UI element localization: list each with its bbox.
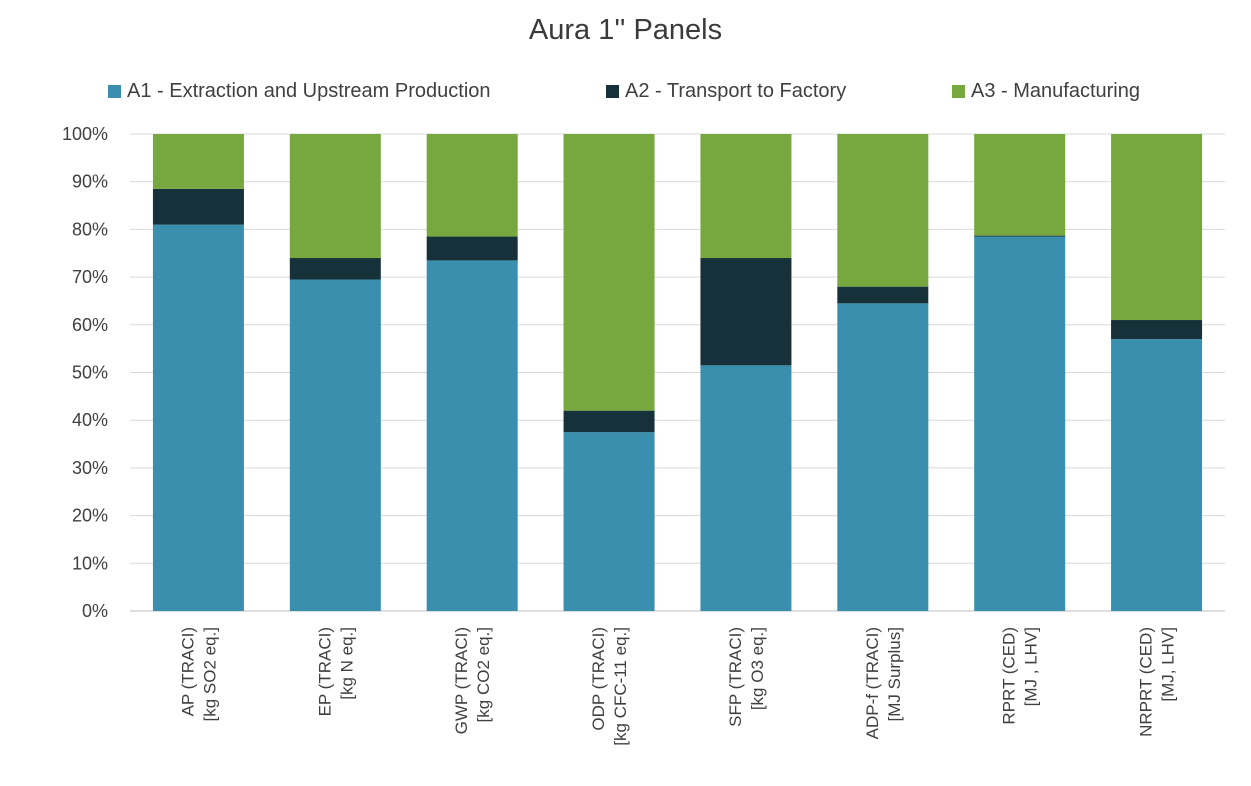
x-tick-label: NRPRT (CED) [MJ, LHV] bbox=[1137, 627, 1178, 737]
bar-segment-3-5 bbox=[700, 134, 792, 259]
y-tick-label: 10% bbox=[72, 553, 108, 573]
x-tick-label: RPRT (CED) [MJ , LHV] bbox=[1000, 627, 1041, 725]
bar-segment-1-5 bbox=[700, 365, 792, 611]
bar-segment-2-6 bbox=[837, 286, 929, 304]
x-tick-label: GWP (TRACI) [kg CO2 eq.] bbox=[452, 627, 493, 734]
bar-segment-3-6 bbox=[837, 134, 929, 287]
legend-swatch-a3 bbox=[952, 85, 965, 98]
bar-segment-2-8 bbox=[1111, 320, 1203, 340]
x-tick-label-line: RPRT (CED) bbox=[1000, 627, 1019, 725]
legend-label-a2: A2 - Transport to Factory bbox=[625, 80, 847, 102]
bars bbox=[152, 134, 1203, 611]
bar-segment-1-4 bbox=[563, 432, 655, 611]
x-tick-label-line: ADP-f (TRACI) bbox=[863, 627, 882, 739]
y-tick-label: 20% bbox=[72, 506, 108, 526]
x-tick-label-line: ODP (TRACI) bbox=[589, 627, 608, 731]
x-tick-label-line: [kg O3 eq.] bbox=[748, 627, 767, 710]
legend-label-a3: A3 - Manufacturing bbox=[971, 80, 1140, 102]
x-axis-labels: AP (TRACI) [kg SO2 eq.] EP (TRACI) [kg N eq… bbox=[178, 627, 1177, 746]
y-tick-label: 100% bbox=[62, 124, 108, 144]
legend-item-a2: A2 - Transport to Factory bbox=[606, 80, 846, 103]
y-tick-label: 50% bbox=[72, 363, 108, 383]
bar-segment-3-7 bbox=[974, 134, 1066, 236]
bar-segment-3-3 bbox=[426, 134, 518, 237]
x-tick-label-line: [MJ , LHV] bbox=[1022, 627, 1041, 706]
bar-segment-1-6 bbox=[837, 303, 929, 611]
bar-segment-2-1 bbox=[152, 188, 244, 225]
legend-label-a1: A1 - Extraction and Upstream Production bbox=[127, 80, 491, 102]
x-tick-label-line: AP (TRACI) bbox=[178, 627, 197, 716]
bar-segment-1-3 bbox=[426, 260, 518, 611]
bar-segment-3-8 bbox=[1111, 134, 1203, 321]
x-tick-label-line: EP (TRACI) bbox=[315, 627, 334, 716]
x-tick-label-line: [kg CFC-11 eq.] bbox=[611, 627, 630, 746]
bar-segment-1-7 bbox=[974, 236, 1066, 611]
bar-segment-2-5 bbox=[700, 258, 792, 366]
bar-segment-1-8 bbox=[1111, 339, 1203, 611]
y-tick-label: 70% bbox=[72, 267, 108, 287]
bar-segment-3-2 bbox=[289, 134, 381, 259]
x-tick-label: AP (TRACI) [kg SO2 eq.] bbox=[178, 627, 219, 722]
legend-item-a1: A1 - Extraction and Upstream Production bbox=[108, 80, 491, 103]
legend-swatch-a2 bbox=[606, 85, 619, 98]
x-tick-label-line: [kg SO2 eq.] bbox=[200, 627, 219, 722]
bar-segment-2-4 bbox=[563, 410, 655, 433]
y-tick-label: 80% bbox=[72, 219, 108, 239]
x-tick-label-line: SFP (TRACI) bbox=[726, 627, 745, 727]
x-tick-label-line: [kg N eq.] bbox=[337, 627, 356, 700]
legend-swatch-a1 bbox=[108, 85, 121, 98]
chart-title: Aura 1'' Panels bbox=[528, 14, 723, 46]
x-tick-label-line: [kg CO2 eq.] bbox=[474, 627, 493, 722]
chart-legend: A1 - Extraction and Upstream Production … bbox=[0, 80, 1251, 110]
x-tick-label: SFP (TRACI) [kg O3 eq.] bbox=[726, 627, 767, 727]
bar-segment-1-2 bbox=[289, 279, 381, 611]
y-tick-label: 90% bbox=[72, 172, 108, 192]
x-tick-label: ADP-f (TRACI) [MJ Surplus] bbox=[863, 627, 904, 739]
legend-item-a3: A3 - Manufacturing bbox=[952, 80, 1140, 103]
bar-segment-3-1 bbox=[152, 134, 244, 189]
y-tick-label: 0% bbox=[82, 601, 108, 621]
x-tick-label: ODP (TRACI) [kg CFC-11 eq.] bbox=[589, 627, 630, 746]
x-tick-label-line: [MJ, LHV] bbox=[1159, 627, 1178, 702]
bar-segment-2-2 bbox=[289, 258, 381, 280]
y-tick-label: 60% bbox=[72, 315, 108, 335]
x-tick-label: EP (TRACI) [kg N eq.] bbox=[315, 627, 356, 716]
bar-segment-1-1 bbox=[152, 224, 244, 611]
bar-segment-2-3 bbox=[426, 236, 518, 261]
bar-segment-2-7 bbox=[974, 235, 1066, 237]
y-axis-ticks: 0% 10% 20% 30% 40% 50% 60% 70% 80% 90% 100% bbox=[62, 124, 108, 621]
x-tick-label-line: GWP (TRACI) bbox=[452, 627, 471, 734]
y-tick-label: 40% bbox=[72, 410, 108, 430]
y-tick-label: 30% bbox=[72, 458, 108, 478]
x-tick-label-line: NRPRT (CED) bbox=[1137, 627, 1156, 737]
x-tick-label-line: [MJ Surplus] bbox=[885, 627, 904, 721]
bar-segment-3-4 bbox=[563, 134, 655, 411]
